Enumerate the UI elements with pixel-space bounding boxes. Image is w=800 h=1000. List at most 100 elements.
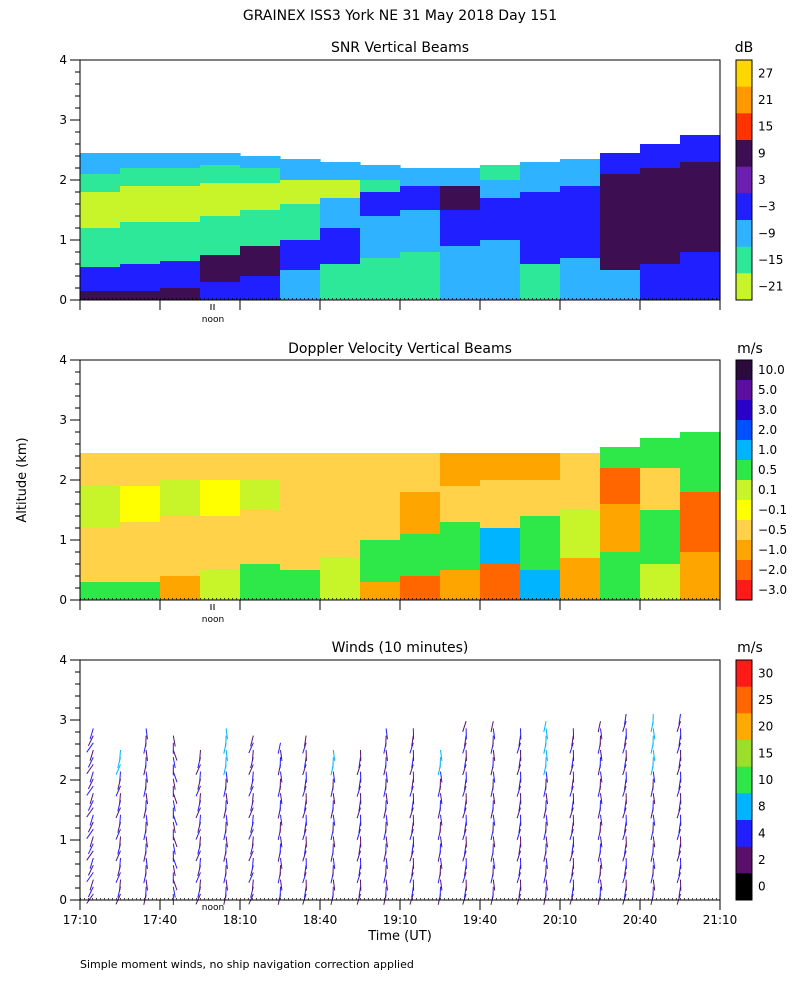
winds-colorbar-frame — [735, 659, 753, 901]
wind-barb — [248, 785, 254, 797]
doppler-colorbar-label: 3.0 — [758, 403, 777, 417]
wind-barb — [622, 872, 627, 884]
wind-barb — [652, 749, 656, 761]
wind-barb — [545, 728, 548, 740]
wind-barb — [115, 872, 121, 883]
snr-cell — [200, 153, 241, 165]
wind-barb — [462, 764, 467, 776]
wind-barb — [248, 742, 254, 754]
doppler-cell — [680, 552, 721, 600]
wind-barb — [86, 850, 94, 861]
wind-barb — [518, 800, 521, 812]
wind-barb — [652, 836, 656, 848]
wind-barb — [490, 721, 494, 733]
wind-barb — [251, 879, 254, 891]
doppler-noon-marker: noon — [202, 604, 224, 625]
wind-barb — [172, 771, 178, 783]
wind-barb — [358, 886, 361, 898]
doppler-cell — [520, 453, 561, 480]
wind-barb — [251, 836, 254, 848]
wind-barb — [89, 728, 94, 740]
wind-barb — [199, 771, 201, 783]
doppler-colorbar-swatch — [736, 400, 752, 421]
doppler-colorbar-swatch — [736, 360, 752, 381]
wind-barb — [251, 771, 254, 783]
wind-barb — [87, 778, 94, 790]
doppler-cell — [520, 516, 561, 570]
snr-cell — [440, 168, 481, 186]
wind-barb — [676, 829, 681, 840]
snr-colorbar-swatch — [736, 220, 752, 247]
x-tick-label: 17:40 — [143, 913, 178, 927]
wind-barb — [462, 807, 467, 819]
wind-barb — [172, 778, 176, 790]
wind-barb — [464, 865, 467, 877]
snr-cell — [280, 270, 321, 300]
wind-barb — [516, 742, 521, 754]
wind-barb — [119, 857, 121, 870]
wind-barb — [304, 800, 307, 812]
doppler-colorbar-label: −2.0 — [758, 563, 787, 577]
wind-barb — [600, 793, 603, 805]
wind-barb — [385, 836, 388, 848]
snr-cell — [400, 186, 441, 210]
wind-barb — [248, 893, 254, 905]
doppler-cell — [440, 522, 481, 570]
wind-barb — [622, 721, 627, 732]
wind-barb — [516, 893, 521, 905]
wind-barb — [411, 800, 414, 812]
wind-barb — [571, 800, 574, 812]
wind-barb — [302, 807, 307, 819]
wind-barb — [600, 879, 603, 891]
wind-barb — [89, 771, 94, 783]
snr-cell — [280, 204, 321, 240]
wind-barb — [462, 785, 467, 797]
wind-barb — [385, 814, 388, 826]
wind-barb — [492, 749, 496, 761]
wind-barb — [411, 865, 414, 877]
wind-barb — [652, 793, 656, 805]
doppler-colorbar-swatch — [736, 480, 752, 501]
wind-barb — [280, 836, 283, 848]
wind-barb — [492, 728, 496, 740]
wind-barb — [622, 807, 627, 819]
wind-barb — [518, 821, 521, 833]
wind-barb — [195, 785, 201, 797]
snr-cell — [160, 168, 201, 186]
wind-barb — [115, 807, 121, 819]
wind-barb — [545, 814, 548, 826]
y-axis-label: Altitude (km) — [15, 437, 30, 522]
snr-colorbar-swatch — [736, 86, 752, 114]
wind-barb — [385, 793, 388, 805]
doppler-cell — [80, 528, 121, 582]
snr-cell — [160, 186, 201, 222]
snr-cell — [280, 180, 321, 204]
wind-barb — [569, 764, 574, 776]
wind-barb — [516, 829, 521, 840]
wind-barb — [119, 771, 121, 783]
wind-barb — [145, 793, 148, 805]
wind-barb — [676, 850, 681, 862]
wind-barb — [145, 836, 148, 848]
x-tick-label: 18:10 — [223, 913, 258, 927]
wind-barb — [87, 864, 94, 876]
doppler-cell — [320, 453, 361, 510]
doppler-cell — [80, 582, 121, 600]
doppler-cell — [280, 453, 321, 510]
wind-barb — [600, 857, 603, 869]
snr-colorbar-label: −9 — [758, 226, 776, 240]
doppler-cell — [640, 468, 681, 510]
snr-cell — [320, 180, 361, 198]
wind-barb — [225, 793, 228, 805]
snr-cell — [160, 288, 201, 300]
x-tick-label: 19:10 — [383, 913, 418, 927]
snr-cell — [120, 153, 161, 168]
wind-barb — [119, 814, 121, 826]
wind-barb — [543, 721, 547, 733]
snr-cell — [640, 144, 681, 168]
doppler-cell — [80, 486, 121, 528]
wind-barb — [676, 764, 681, 776]
wind-barb — [652, 728, 656, 740]
winds-colorbar-label: 15 — [758, 746, 773, 760]
doppler-cell — [400, 492, 441, 534]
